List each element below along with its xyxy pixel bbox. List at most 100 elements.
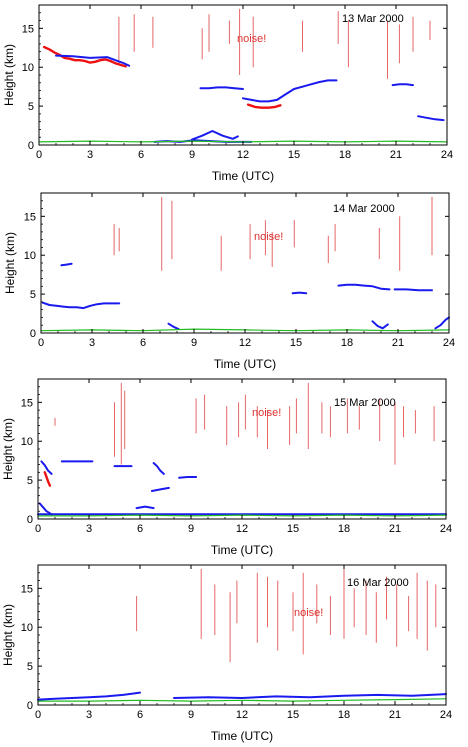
panel-3-noise-annotation: noise!	[252, 407, 281, 419]
panel-4-layer-blue-2	[173, 693, 447, 699]
panel-1-y-axis-title: Height (km)	[2, 44, 16, 106]
panel-1-layer-blue-8	[191, 130, 239, 141]
panel-3-y-tick-label-4: 15	[21, 397, 33, 409]
panel-3-ticks: 0 3 6 9 12 15 18 21 24 0 5 10 15	[21, 379, 452, 535]
panel-2-ticks: 0 3 6 9 12 15 18 21 24 0 5 10 15	[24, 193, 455, 349]
panel-3-y-axis-title: Height (km)	[1, 418, 15, 480]
panel-3-layer-blue-9	[38, 502, 53, 516]
panel-4-date-label: 16 Mar 2000	[347, 577, 409, 589]
panel-2-layer-blue-6	[371, 320, 389, 330]
panel-2-x-tick-label-9: 24	[443, 337, 455, 349]
panel-4-marks	[37, 568, 447, 702]
panel-1-y-tick-label-1: 0	[28, 140, 34, 152]
panel-3-x-tick-label-7: 18	[338, 523, 350, 535]
panel-1-layer-blue-6	[391, 83, 414, 87]
panel-4-x-tick-label-1: 0	[35, 709, 41, 721]
panel-2-marks	[40, 196, 450, 332]
panel-2-noise-annotation: noise!	[254, 231, 283, 243]
panel-1-x-tick-label-3: 6	[138, 149, 144, 161]
panel-2-layer-blue-4	[393, 288, 433, 292]
panel-2-layer-blue-2	[60, 262, 73, 267]
panel-4-layer-green-3	[37, 698, 447, 702]
panel-4-x-tick-label-7: 18	[338, 709, 350, 721]
panel-4-y-tick-label-4: 15	[21, 583, 33, 595]
panel-4-y-tick-label-1: 0	[27, 700, 33, 712]
panel-2-layer-blue-3	[337, 283, 391, 291]
panel-3-y-tick-label-1: 0	[27, 514, 33, 526]
panel-3-x-tick-label-5: 12	[236, 523, 248, 535]
panel-1-layer-blue-3	[199, 86, 244, 90]
panel-2-layer-blue-1	[41, 301, 121, 310]
panel-1-x-tick-label-9: 24	[441, 149, 453, 161]
panel-2-y-tick-label-4: 15	[24, 211, 36, 223]
panel-2-x-tick-label-2: 3	[89, 337, 95, 349]
panel-4-x-tick-label-4: 9	[188, 709, 194, 721]
panel-1-layer-red-5	[246, 103, 282, 109]
panel-3-x-tick-label-9: 24	[440, 523, 452, 535]
panel-3-layer-blue-6	[178, 476, 198, 479]
panel-1-layer-blue-7	[417, 115, 445, 122]
panel-2-y-tick-label-1: 0	[30, 328, 36, 340]
panel-4-x-tick-label-3: 6	[137, 709, 143, 721]
panel-3-x-tick-label-6: 15	[287, 523, 299, 535]
panel-4-x-tick-label-2: 3	[86, 709, 92, 721]
panel-2-date-label: 14 Mar 2000	[333, 203, 395, 215]
panel-4-noise-annotation: noise!	[294, 607, 323, 619]
panel-3-layer-blue-8	[135, 505, 155, 510]
panel-2-layer-blue-8	[167, 322, 180, 331]
panel-3-layer-blue-7	[150, 486, 170, 492]
panel-3-y-tick-label-2: 5	[27, 475, 33, 487]
panel-3-x-tick-label-8: 21	[389, 523, 401, 535]
panel-1-x-tick-label-8: 21	[390, 149, 402, 161]
panel-1-x-tick-label-2: 3	[87, 149, 93, 161]
panel-4-layer-blue-1	[37, 691, 141, 701]
panel-1-noise-annotation: noise!	[237, 33, 266, 45]
panel-1-date-label: 13 Mar 2000	[342, 13, 404, 25]
panel-1-y-tick-label-3: 10	[22, 62, 34, 74]
panel-3-layer-red-2	[43, 471, 52, 487]
panel-1-y-tick-label-4: 15	[22, 23, 34, 35]
panel-1-x-tick-label-1: 0	[36, 149, 42, 161]
panel-3-marks	[37, 382, 447, 517]
panel-3-x-axis-title: Time (UTC)	[211, 543, 273, 557]
panel-1-layer-red-1	[42, 45, 127, 68]
panel-2-layer-blue-7	[434, 316, 450, 330]
panel-2-x-tick-label-5: 12	[239, 337, 251, 349]
panel-2-x-tick-label-7: 18	[341, 337, 353, 349]
panel-1-x-tick-label-5: 12	[237, 149, 249, 161]
panel-3-layer-blue-5	[152, 462, 165, 475]
panel-2-y-tick-label-2: 5	[30, 289, 36, 301]
panel-4-y-tick-label-2: 5	[27, 661, 33, 673]
panel-4-x-tick-label-9: 24	[440, 709, 452, 721]
panel-2-y-tick-label-3: 10	[24, 250, 36, 262]
panel-3-y-tick-label-3: 10	[21, 436, 33, 448]
panel-2-x-tick-label-1: 0	[38, 337, 44, 349]
panel-1-layer-blue-2	[55, 54, 131, 67]
panel-2-layer-blue-5	[291, 291, 308, 295]
panel-3-layer-blue-1	[40, 460, 53, 475]
panel-4-y-axis-title: Height (km)	[1, 604, 15, 666]
panel-1-x-axis-title: Time (UTC)	[212, 169, 274, 183]
panel-1-x-tick-label-4: 9	[189, 149, 195, 161]
panel-1-x-tick-label-6: 15	[288, 149, 300, 161]
panel-2-y-axis-title: Height (km)	[3, 232, 17, 294]
panel-4-y-tick-label-3: 10	[21, 622, 33, 634]
panel-2-x-tick-label-6: 15	[290, 337, 302, 349]
panel-3-date-label: 15 Mar 2000	[334, 397, 396, 409]
panel-1-ticks: 0 3 6 9 12 15 18 21 24 0 5 10 15	[22, 5, 453, 161]
panel-3-x-tick-label-2: 3	[86, 523, 92, 535]
panel-1-layer-blue-4	[242, 79, 338, 103]
panel-2-x-tick-label-4: 9	[191, 337, 197, 349]
panel-4-x-tick-label-6: 15	[287, 709, 299, 721]
panel-4-ticks: 0 3 6 9 12 15 18 21 24 0 5 10 15	[21, 565, 452, 721]
panel-2-x-tick-label-8: 21	[392, 337, 404, 349]
panel-2-x-tick-label-3: 6	[140, 337, 146, 349]
panel-2-x-axis-title: Time (UTC)	[214, 357, 276, 371]
panel-3-x-tick-label-3: 6	[137, 523, 143, 535]
